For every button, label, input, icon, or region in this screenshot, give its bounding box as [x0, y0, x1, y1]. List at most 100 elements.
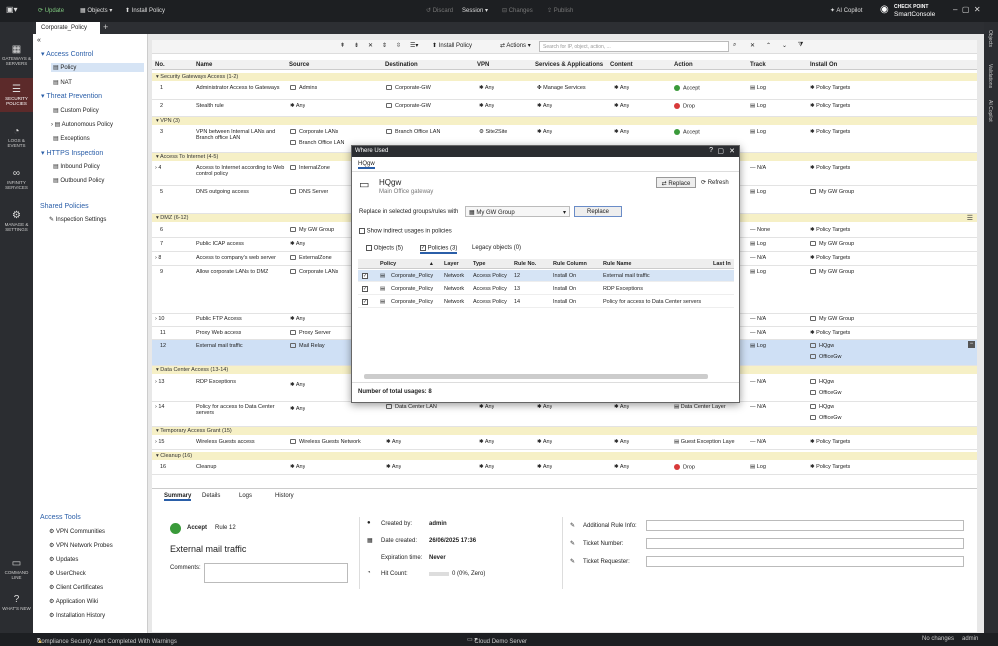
validations-panel-tab[interactable]: Validations	[987, 64, 993, 89]
rule-row[interactable]: 1 Administrator Access to Gateways Admin…	[152, 82, 977, 100]
show-indirect-checkbox[interactable]: Show indirect usages in policies	[359, 228, 452, 235]
compliance-alert[interactable]: ▲ Compliance Security Alert Completed Wi…	[37, 637, 177, 645]
tree-inspection-settings[interactable]: ✎ Inspection Settings	[49, 217, 107, 223]
replace-with-select[interactable]: ▦ My GW Group ▾	[465, 206, 570, 217]
section-menu-icon[interactable]: ☰	[966, 215, 973, 222]
refresh-button[interactable]: ⟳ Refresh	[701, 180, 729, 186]
server-indicator[interactable]: ▭ Cloud Demo Server ▾	[467, 637, 528, 645]
tree-access-control[interactable]: ▾ Access Control	[41, 51, 94, 58]
window-controls[interactable]: – ▢ ✕	[953, 5, 981, 14]
tool-application-wiki[interactable]: ⚙ Application Wiki	[49, 599, 99, 605]
help-icon[interactable]: ?	[709, 147, 713, 154]
tool-client-certificates[interactable]: ⚙ Client Certificates	[49, 585, 104, 591]
expand-icon[interactable]: ⇕	[382, 43, 388, 49]
menu-icon[interactable]: ☰▾	[410, 43, 419, 49]
tab-history[interactable]: History	[275, 493, 294, 499]
sort-asc-icon[interactable]: ▴	[430, 261, 433, 267]
add-rule-below-icon[interactable]: ⇟	[354, 43, 360, 49]
tree-custom-policy[interactable]: ▤ Custom Policy	[53, 108, 99, 114]
ticket-requester-field[interactable]	[646, 556, 964, 567]
tool-vpn-probes[interactable]: ⚙ VPN Network Probes	[49, 543, 113, 549]
col-no[interactable]: No.	[155, 62, 165, 68]
prev-result-icon[interactable]: ⌃	[766, 43, 772, 49]
ticket-number-field[interactable]	[646, 538, 964, 549]
col-layer[interactable]: Layer	[444, 261, 459, 267]
rule-row[interactable]: › 14 Policy for access to Data Center se…	[152, 401, 977, 427]
install-policy-toolbar-button[interactable]: ⬆ Install Policy	[432, 43, 473, 49]
usage-row[interactable]: ✓ ▤ Corporate_Policy Network Access Poli…	[358, 283, 734, 295]
col-services[interactable]: Services & Applications	[535, 62, 604, 68]
tool-installation-history[interactable]: ⚙ Installation History	[49, 613, 106, 619]
col-name[interactable]: Name	[196, 62, 213, 68]
delete-rule-icon[interactable]: ✕	[368, 43, 374, 49]
col-policy[interactable]: Policy	[380, 261, 397, 267]
horizontal-scrollbar[interactable]	[364, 374, 708, 379]
tree-outbound-policy[interactable]: ▤ Outbound Policy	[53, 178, 105, 184]
nav-command-line[interactable]: ▭ COMMAND LINE	[0, 558, 33, 580]
tree-https-inspection[interactable]: ▾ HTTPS Inspection	[41, 150, 104, 157]
objects-menu[interactable]: ▦ Objects ▾	[80, 8, 113, 14]
session-menu[interactable]: Session ▾	[462, 8, 489, 14]
col-content[interactable]: Content	[610, 62, 633, 68]
col-action[interactable]: Action	[674, 62, 693, 68]
actions-menu[interactable]: ⇄ Actions ▾	[500, 43, 531, 49]
changes-button[interactable]: ⊟ Changes	[502, 8, 533, 14]
maximize-icon[interactable]: ▢	[717, 148, 724, 155]
col-last-install[interactable]: Last In	[713, 261, 731, 267]
rule-row[interactable]: 16 Cleanup ✱ Any ✱ Any ✱ Any ✱ Any ✱ Any…	[152, 461, 977, 475]
ai-panel-tab[interactable]: AI Copilot	[987, 100, 993, 122]
tab-legacy-objects[interactable]: Legacy objects (0)	[472, 245, 522, 251]
remove-cell-icon[interactable]: −	[968, 341, 975, 348]
section-header[interactable]: ▾ VPN (3)	[152, 117, 977, 125]
col-rule-no[interactable]: Rule No.	[514, 261, 537, 267]
col-vpn[interactable]: VPN	[477, 62, 490, 68]
tab-objects[interactable]: Objects (5)	[366, 245, 403, 252]
app-menu-icon[interactable]: ▣▾	[6, 5, 18, 14]
tool-usercheck[interactable]: ⚙ UserCheck	[49, 571, 86, 577]
tab-summary[interactable]: Summary	[164, 493, 192, 501]
replace-button[interactable]: Replace	[574, 206, 622, 217]
nav-whats-new[interactable]: ? WHAT'S NEW	[0, 594, 33, 611]
nav-infinity[interactable]: ∞ INFINITY SERVICES	[0, 168, 33, 190]
next-result-icon[interactable]: ⌄	[782, 43, 788, 49]
rulebase-search-input[interactable]: Search for IP, object, action, ...	[539, 41, 729, 52]
rule-row[interactable]: 2 Stealth rule ✱ Any Corporate-GW ✱ Any …	[152, 100, 977, 117]
collapse-sidebar-icon[interactable]: «	[37, 37, 41, 44]
col-type[interactable]: Type	[473, 261, 486, 267]
tree-autonomous-policy[interactable]: › ▤ Autonomous Policy	[51, 122, 114, 128]
rule-row[interactable]: › 15 Wireless Guests access Wireless Gue…	[152, 436, 977, 450]
tree-threat-prevention[interactable]: ▾ Threat Prevention	[41, 93, 102, 100]
tab-details[interactable]: Details	[202, 493, 221, 499]
ai-copilot-button[interactable]: ✦ AI Copilot	[830, 8, 863, 14]
col-destination[interactable]: Destination	[385, 62, 418, 68]
col-install-on[interactable]: Install On	[810, 62, 838, 68]
usage-row[interactable]: ✓ ▤ Corporate_Policy Network Access Poli…	[358, 270, 734, 282]
close-icon[interactable]: ✕	[729, 148, 735, 155]
nav-manage[interactable]: ⚙ MANAGE & SETTINGS	[0, 210, 33, 232]
collapse-icon[interactable]: ⇳	[396, 43, 402, 49]
section-header[interactable]: ▾ Security Gateways Access (1-2)	[152, 73, 977, 81]
usage-row[interactable]: ✓ ▤ Corporate_Policy Network Access Poli…	[358, 296, 734, 308]
col-track[interactable]: Track	[750, 62, 766, 68]
tree-shared-policies[interactable]: Shared Policies	[40, 203, 89, 210]
tree-nat[interactable]: ▤ NAT	[53, 80, 72, 86]
tool-vpn-communities[interactable]: ⚙ VPN Communities	[49, 529, 106, 535]
clear-search-icon[interactable]: ✕	[750, 43, 756, 49]
publish-button[interactable]: ⇪ Publish	[547, 8, 574, 14]
dialog-tab-hqgw[interactable]: HQgw	[358, 161, 375, 169]
nav-logs[interactable]: ◔ LOGS & EVENTS	[0, 126, 33, 148]
nav-security-policies[interactable]: ☰ SECURITY POLICIES	[0, 78, 33, 112]
tab-corporate-policy[interactable]: Corporate_Policy	[36, 22, 100, 34]
tab-logs[interactable]: Logs	[239, 493, 253, 499]
objects-panel-tab[interactable]: Objects	[987, 30, 993, 47]
col-rule-name[interactable]: Rule Name	[603, 261, 632, 267]
col-source[interactable]: Source	[289, 62, 310, 68]
add-tab-button[interactable]: +	[103, 22, 109, 32]
filter-icon[interactable]: ⧩	[798, 42, 804, 48]
col-rule-column[interactable]: Rule Column	[553, 261, 587, 267]
tree-inbound-policy[interactable]: ▤ Inbound Policy	[53, 164, 100, 170]
update-button[interactable]: ⟳ Update	[38, 8, 65, 14]
rule-info-field[interactable]	[646, 520, 964, 531]
tab-policies[interactable]: ✓ Policies (3)	[420, 245, 458, 254]
tree-exceptions[interactable]: ▤ Exceptions	[53, 136, 90, 142]
